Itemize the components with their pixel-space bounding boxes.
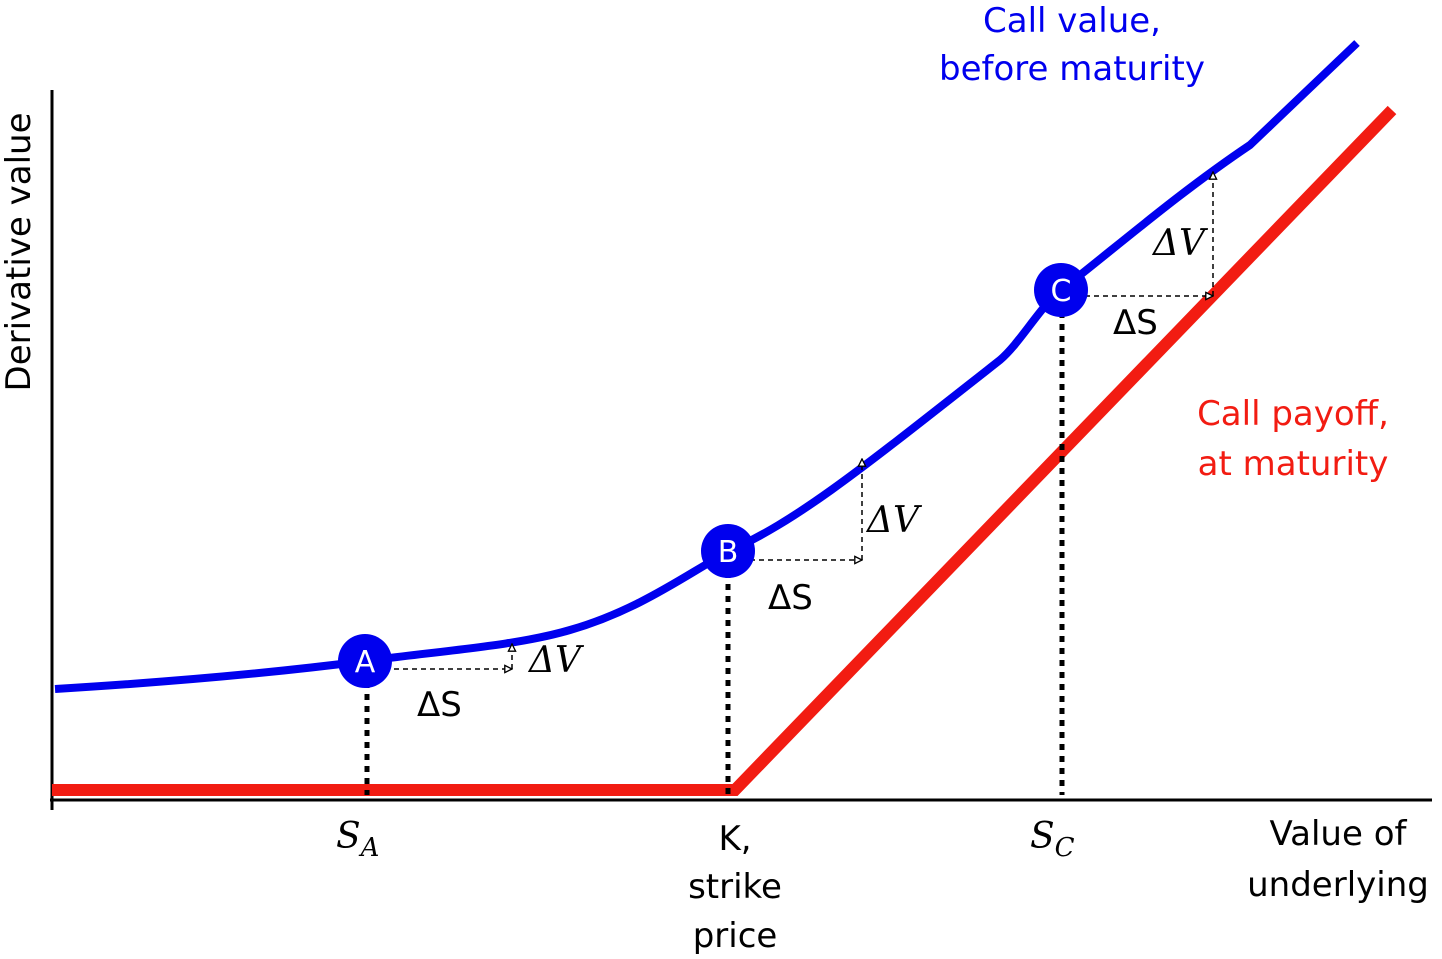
x-axis-label-line2: underlying	[1247, 865, 1429, 905]
point-b-marker	[701, 524, 755, 578]
point-b-label: B	[718, 535, 739, 570]
call-value-label-line2: before maturity	[939, 49, 1205, 89]
tick-k-line1: K,	[718, 819, 751, 859]
delta-s-label-a: ΔS	[417, 685, 462, 725]
call-payoff-label-line1: Call payoff,	[1197, 394, 1389, 434]
delta-v-label-b: ΔV	[865, 500, 923, 541]
point-a-marker	[338, 634, 392, 688]
tick-s-a-main: S	[336, 816, 361, 857]
delta-v-label-a: ΔV	[527, 640, 585, 681]
x-axis-label-line1: Value of	[1270, 814, 1408, 854]
tick-s-a: SA	[336, 816, 379, 863]
point-a-label: A	[355, 645, 376, 680]
tick-s-c-main: S	[1030, 816, 1055, 857]
tick-k-line2: strike	[688, 867, 782, 907]
tick-k-line3: price	[693, 916, 778, 956]
call-value-label-line1: Call value,	[983, 1, 1161, 41]
delta-s-label-b: ΔS	[768, 578, 813, 618]
delta-s-label-c: ΔS	[1113, 303, 1158, 343]
point-c-label: C	[1051, 274, 1072, 309]
tick-s-c: SC	[1030, 816, 1075, 863]
call-payoff-line	[52, 105, 1397, 796]
delta-v-label-c: ΔV	[1151, 223, 1209, 264]
call-value-curve	[54, 40, 1360, 693]
point-c-marker	[1034, 263, 1088, 317]
y-axis-label: Derivative value	[0, 113, 39, 392]
tick-s-c-sub: C	[1055, 833, 1075, 863]
call-payoff-label-line2: at maturity	[1198, 444, 1389, 484]
tick-s-a-sub: A	[359, 833, 380, 863]
